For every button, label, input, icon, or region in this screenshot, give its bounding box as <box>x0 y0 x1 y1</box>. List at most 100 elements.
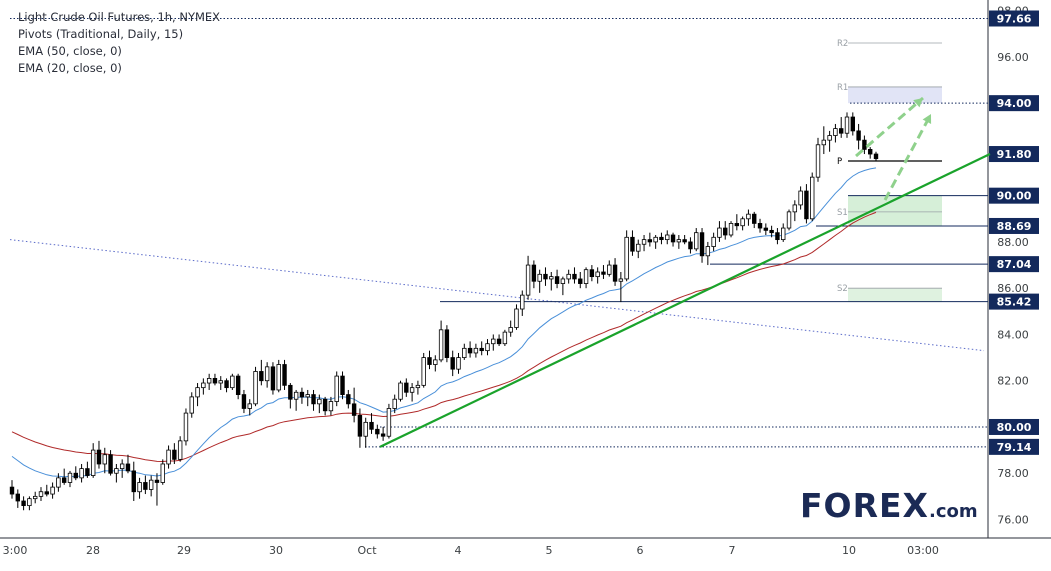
candle-body <box>114 468 119 474</box>
x-tick-label: 03:00 <box>907 544 939 557</box>
candle-body <box>253 371 258 405</box>
candle-body <box>334 375 339 402</box>
x-tick-label: 10 <box>842 544 856 557</box>
candle-body <box>32 495 38 500</box>
candle-body <box>421 357 426 386</box>
y-tick-label: 78.00 <box>997 467 1029 480</box>
candle-body <box>607 264 612 275</box>
candle-body <box>566 273 571 280</box>
candle-body <box>44 491 49 495</box>
candle-body <box>288 384 293 400</box>
candle-body <box>554 276 560 284</box>
candle-body <box>763 227 769 231</box>
candle-body <box>195 387 200 398</box>
candle-body <box>856 130 861 141</box>
candle-body <box>473 347 479 354</box>
x-tick-label: 29 <box>177 544 191 557</box>
candle-body <box>815 144 821 178</box>
candle-body <box>282 364 287 386</box>
ema20-line <box>11 167 877 478</box>
candle-body <box>27 498 32 507</box>
candle-body <box>612 264 618 282</box>
candle-body <box>154 479 160 483</box>
pivot-label-s1: S1 <box>837 208 848 218</box>
candle-body <box>833 128 838 136</box>
level-tag-text: 91.80 <box>997 148 1032 161</box>
x-tick-label: 7 <box>729 544 736 557</box>
candle-body <box>328 401 334 412</box>
level-tag-94-00 <box>989 95 1039 112</box>
candle-body <box>491 338 496 345</box>
candle-body <box>108 454 113 474</box>
level-tag-text: 87.04 <box>997 258 1032 271</box>
x-tick-label: 6 <box>637 544 644 557</box>
candle-body <box>137 482 142 493</box>
candle-body <box>781 227 786 241</box>
candle-body <box>148 479 154 490</box>
x-tick-label: 28 <box>86 544 100 557</box>
x-tick-label: 3:00 <box>3 544 28 557</box>
candle-body <box>810 176 815 220</box>
candle-body <box>363 421 368 437</box>
candle-body <box>230 375 235 389</box>
candle-body <box>119 463 125 470</box>
candle-body <box>15 493 20 502</box>
x-tick-label: 4 <box>455 544 462 557</box>
candle-body <box>404 382 409 393</box>
candle-body <box>804 190 809 220</box>
s2-zone <box>848 288 942 302</box>
candle-body <box>757 223 763 229</box>
projection-arrow-1 <box>855 96 924 158</box>
candle-body <box>873 153 879 160</box>
candle-body <box>827 135 832 141</box>
rising-trendline <box>379 153 991 448</box>
y-tick-label: 76.00 <box>997 513 1029 526</box>
candle-body <box>682 239 687 243</box>
candle-body <box>653 236 658 243</box>
candle-body <box>699 232 705 257</box>
candle-body <box>322 398 328 412</box>
candle-body <box>479 347 484 352</box>
candle-body <box>589 269 595 278</box>
candle-body <box>868 149 873 155</box>
projection-arrow-1-head <box>913 98 923 108</box>
level-tag-text: 79.14 <box>997 441 1032 454</box>
candle-body <box>752 213 757 224</box>
candle-body <box>462 347 467 358</box>
candle-body <box>351 403 357 416</box>
level-tag-97-66 <box>989 10 1039 27</box>
level-tag-90-00 <box>989 187 1039 204</box>
x-tick-label: 5 <box>546 544 553 557</box>
legend-ema20: EMA (20, close, 0) <box>18 61 122 75</box>
candle-body <box>61 477 67 483</box>
candle-body <box>705 246 711 257</box>
y-tick-label: 88.00 <box>997 236 1029 249</box>
pivot-label-s2: S2 <box>837 284 848 294</box>
candle-body <box>299 391 305 398</box>
candle-body <box>409 387 415 393</box>
candle-body <box>380 433 386 437</box>
candle-body <box>305 394 310 398</box>
candle-body <box>647 239 653 243</box>
candle-body <box>73 472 78 479</box>
y-tick-label: 82.00 <box>997 375 1029 388</box>
candle-body <box>467 347 473 354</box>
level-tag-text: 94.00 <box>997 97 1032 110</box>
candle-body <box>9 486 15 495</box>
candle-body <box>131 470 136 493</box>
level-tag-text: 97.66 <box>997 12 1032 25</box>
candle-body <box>560 278 566 284</box>
projection-arrow-2-head <box>922 114 932 124</box>
candle-body <box>90 449 96 476</box>
candle-body <box>514 308 519 328</box>
candle-body <box>259 371 264 382</box>
candle-body <box>427 357 432 365</box>
level-tag-text: 88.69 <box>997 220 1032 233</box>
candle-body <box>595 271 600 278</box>
candle-body <box>415 384 421 389</box>
candle-body <box>862 139 867 150</box>
level-tag-79-14 <box>989 438 1039 455</box>
candle-body <box>311 394 316 405</box>
candle-body <box>160 463 165 483</box>
